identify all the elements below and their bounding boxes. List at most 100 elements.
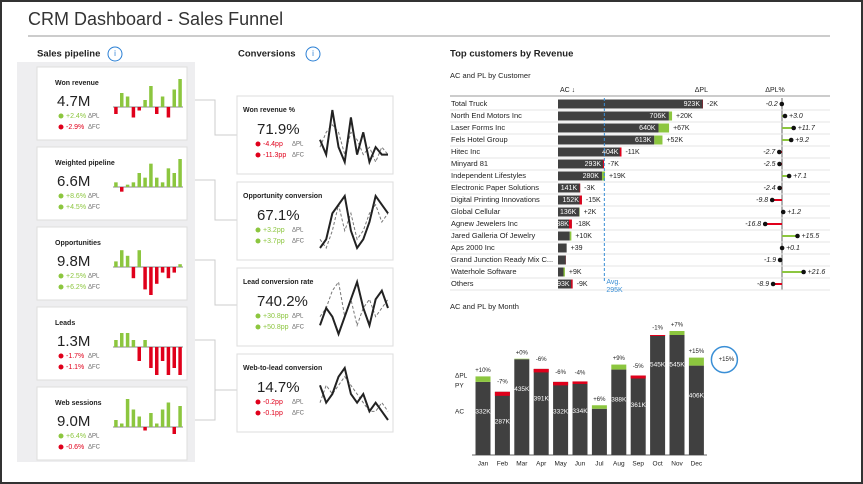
delta-label: ΔPL	[88, 274, 100, 280]
ac-label: 706K	[650, 113, 667, 120]
delta-cap	[572, 381, 588, 384]
ac-bar	[558, 267, 564, 277]
ac-label: 136K	[560, 209, 577, 216]
delta: +2.5%	[66, 273, 86, 280]
delta-label: ΔFC	[292, 239, 305, 245]
delta-label: -18K	[576, 221, 591, 228]
delta-dot	[255, 313, 261, 319]
customer-name: Digital Printing Innovations	[451, 195, 540, 204]
ac-bar	[558, 99, 703, 109]
delta-label: -5%	[633, 364, 644, 370]
delta: -0.1pp	[263, 410, 283, 417]
customer-name: Waterhole Software	[451, 267, 517, 276]
card-value: 4.7M	[57, 93, 90, 110]
card-value: 71.9%	[257, 121, 300, 138]
delta-cap	[591, 405, 607, 409]
bar	[114, 340, 118, 347]
pct-dot	[780, 209, 786, 215]
customer-name: Total Truck	[451, 99, 488, 108]
delta-bar	[602, 159, 605, 169]
bar	[114, 420, 118, 427]
ac-bar	[558, 183, 581, 193]
delta-dot	[58, 113, 64, 119]
delta-label: +10K	[575, 233, 592, 240]
pipeline-title: Sales pipeline	[37, 49, 100, 60]
info-icon[interactable]	[107, 46, 123, 62]
delta-dot	[58, 364, 64, 370]
sparkline	[319, 203, 389, 250]
delta: +6.4%	[66, 433, 86, 440]
delta-dot	[255, 399, 261, 405]
month-label: May	[554, 461, 567, 468]
bar	[131, 107, 136, 118]
bar	[131, 182, 136, 187]
delta-cap	[514, 358, 530, 360]
ac-label: 545K	[669, 362, 685, 369]
delta-label: ΔPL	[292, 142, 304, 148]
bar	[172, 267, 176, 273]
delta-cap	[494, 391, 510, 396]
ac-bar	[611, 369, 627, 455]
col-header: ΔPL	[695, 87, 708, 94]
customer-name: Independent Lifestyles	[451, 171, 526, 180]
bar	[114, 182, 118, 187]
card-name: Opportunities	[55, 240, 101, 247]
delta-label: -9K	[577, 281, 588, 288]
subtitle: AC and PL by Customer	[450, 71, 531, 80]
conversions-title: Conversions	[238, 49, 296, 60]
bar	[137, 107, 141, 111]
delta-dot	[58, 204, 64, 210]
bar	[143, 177, 147, 187]
sparkline	[319, 109, 388, 166]
delta: -1.1%	[66, 364, 84, 371]
delta-dot	[255, 227, 261, 233]
delta-label: +15%	[689, 349, 705, 355]
delta-label: +19K	[609, 173, 626, 180]
ac-label: 640K	[639, 125, 656, 132]
bar	[155, 423, 159, 427]
card-value: 740.2%	[257, 293, 308, 310]
delta: -4.4pp	[263, 141, 283, 148]
bar	[125, 184, 130, 187]
bar	[155, 347, 159, 375]
pct-label: -2.7	[763, 149, 776, 156]
bar	[166, 267, 171, 279]
pct-label: -2.4	[764, 185, 776, 192]
delta: +8.6%	[66, 193, 86, 200]
delta-label: +0%	[516, 350, 529, 356]
ac-bar	[572, 381, 588, 455]
card-value: 9.0M	[57, 413, 90, 430]
delta-label: +20K	[676, 113, 693, 120]
sparkline	[319, 365, 389, 421]
delta-bar	[571, 279, 573, 289]
ac-bar	[630, 375, 646, 455]
delta-label: +39	[571, 245, 583, 252]
delta: +3.2pp	[263, 227, 285, 234]
delta-bar	[579, 195, 582, 205]
bar	[149, 163, 153, 187]
bar	[125, 399, 130, 427]
info-icon[interactable]	[305, 46, 321, 62]
delta-label: ΔPL	[292, 228, 304, 234]
delta-label: -3K	[584, 185, 595, 192]
ac-bar	[558, 279, 573, 289]
delta-dot	[255, 152, 261, 158]
ac-bar	[558, 111, 669, 121]
delta-label: ΔPL	[88, 114, 100, 120]
customer-name: Grand Junction Ready Mix C...	[451, 255, 553, 264]
ac-label: 334K	[572, 408, 588, 415]
bar	[131, 267, 136, 279]
delta: +6.2%	[66, 284, 86, 291]
card-value: 9.8M	[57, 253, 90, 270]
pct-label: +11.7	[798, 125, 816, 132]
bar	[178, 347, 182, 375]
pct-label: -0.2	[766, 101, 778, 108]
bar	[166, 168, 171, 187]
delta: +2.4%	[66, 113, 86, 120]
bar	[178, 406, 182, 427]
ac-bar	[558, 207, 580, 217]
delta-label: ΔFC	[292, 411, 305, 417]
bar	[149, 267, 153, 295]
delta-label: +2K	[584, 209, 597, 216]
bar	[172, 347, 176, 368]
